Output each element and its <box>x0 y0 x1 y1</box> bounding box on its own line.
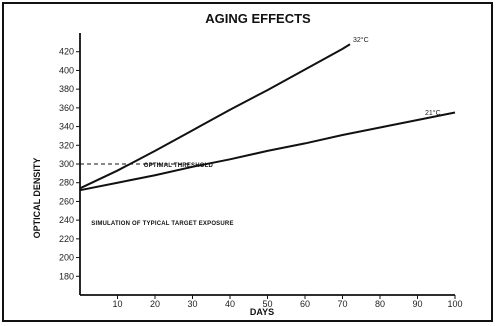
x-tick-label: 80 <box>375 299 385 309</box>
x-tick-label: 20 <box>150 299 160 309</box>
chart-title: AGING EFFECTS <box>205 11 311 26</box>
y-tick-label: 400 <box>59 65 74 75</box>
y-tick-label: 340 <box>59 122 74 132</box>
series-label: 21°C <box>425 109 441 117</box>
x-tick-label: 60 <box>300 299 310 309</box>
data-series: 32°C 21°C <box>79 36 456 192</box>
y-tick-label: 380 <box>59 84 74 94</box>
y-tick-label: 300 <box>59 159 74 169</box>
series-line <box>79 111 456 192</box>
y-axis-title: OPTICAL DENSITY <box>32 158 42 239</box>
annotations: OPTIMAL THRESHOLD SIMULATION OF TYPICAL T… <box>80 163 233 227</box>
simulation-label: SIMULATION OF TYPICAL TARGET EXPOSURE <box>91 221 233 227</box>
series-label: 32°C <box>353 36 369 44</box>
y-tick-label: 240 <box>59 215 74 225</box>
y-tick-label: 200 <box>59 253 74 263</box>
y-tick-label: 320 <box>59 140 74 150</box>
optimal-threshold-label: OPTIMAL THRESHOLD <box>144 163 214 169</box>
series-line <box>79 43 351 190</box>
x-tick-label: 30 <box>187 299 197 309</box>
y-tick-label: 220 <box>59 234 74 244</box>
x-tick-label: 50 <box>262 299 272 309</box>
y-tick-label: 420 <box>59 47 74 57</box>
x-axis-title: DAYS <box>250 307 274 317</box>
y-tick-label: 260 <box>59 196 74 206</box>
axis-ticks: 180 200 220 240 260 280 300 320 340 360 380 400 420 1… <box>59 47 463 309</box>
y-tick-label: 180 <box>59 271 74 281</box>
x-tick-label: 90 <box>412 299 422 309</box>
x-tick-label: 40 <box>225 299 235 309</box>
y-tick-label: 360 <box>59 103 74 113</box>
x-tick-label: 10 <box>112 299 122 309</box>
x-tick-label: 100 <box>447 299 462 309</box>
figure-border <box>2 2 493 322</box>
x-tick-label: 70 <box>337 299 347 309</box>
y-tick-label: 280 <box>59 178 74 188</box>
